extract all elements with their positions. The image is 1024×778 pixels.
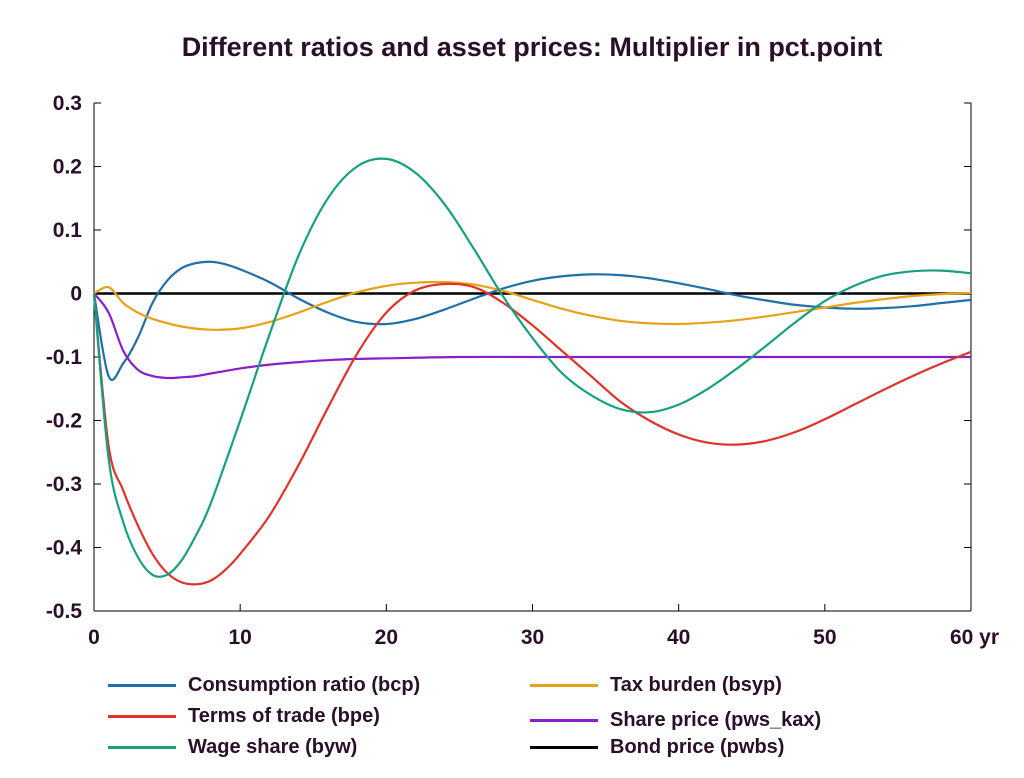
- series-line-wage-share: [92, 157, 972, 578]
- tick-labels: 0.30.20.10-0.1-0.2-0.3-0.4-0.50 10 20 30 40 5…: [46, 92, 999, 649]
- y-tick-label: -0.3: [46, 473, 82, 496]
- series-lines: [92, 157, 972, 586]
- y-tick-label: 0: [70, 283, 82, 306]
- x-tick-label: 20: [375, 626, 398, 649]
- series-line-consumption-ratio: [92, 260, 972, 381]
- y-tick-label: -0.4: [46, 537, 83, 560]
- series-line-terms-of-trade: [92, 282, 972, 586]
- y-tick-label: -0.2: [46, 410, 82, 433]
- series-line-tax-burden: [93, 280, 972, 331]
- y-tick-label: -0.1: [46, 346, 83, 369]
- x-tick-label: 30: [521, 626, 544, 649]
- y-tick-label: -0.5: [46, 600, 83, 623]
- x-tick-label: 10: [228, 626, 251, 649]
- chart-title: Different ratios and asset prices: Multi…: [181, 32, 883, 62]
- y-tick-label: 0.3: [53, 92, 82, 115]
- x-tick-label: 60 yr: [950, 626, 999, 649]
- x-tick-label: 50: [813, 626, 836, 649]
- x-tick-label: 0: [88, 626, 100, 649]
- x-tick-label: 40: [667, 626, 690, 649]
- y-tick-label: 0.1: [53, 219, 83, 242]
- series-line-share-price: [93, 292, 971, 380]
- y-tick-label: 0.2: [53, 156, 82, 179]
